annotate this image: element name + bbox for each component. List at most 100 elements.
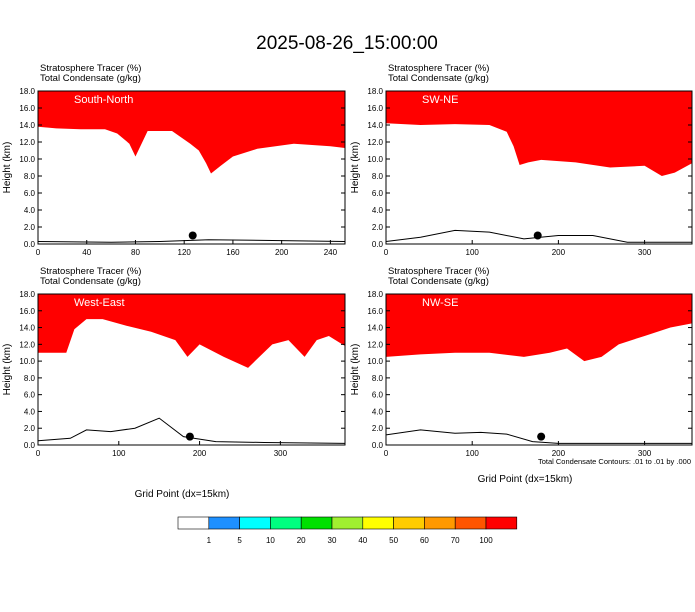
colorbar-swatch-5 (331, 516, 364, 530)
plot-area (38, 91, 345, 244)
panel-title: SW-NE (422, 94, 458, 106)
y-tick-label: 12.0 (19, 138, 35, 147)
y-tick-label: 18.0 (367, 290, 383, 299)
plot-frame (37, 293, 346, 446)
panel-title: South-North (74, 94, 133, 106)
y-tick-label: 8.0 (372, 172, 384, 181)
x-tick-label: 0 (36, 248, 41, 257)
terrain-line (38, 417, 345, 444)
x-tick-label: 120 (178, 248, 192, 257)
tracer-label: Stratosphere Tracer (%) (388, 266, 489, 277)
location-marker (533, 231, 542, 240)
y-tick-label: 14.0 (367, 324, 383, 333)
y-tick-label: 4.0 (372, 407, 384, 416)
tracer-label: Stratosphere Tracer (%) (40, 63, 141, 74)
colorbar-swatch-4 (300, 516, 333, 530)
y-tick-label: 0.0 (24, 240, 36, 249)
y-tick-label: 10.0 (367, 357, 383, 366)
colorbar-label: 5 (237, 536, 242, 545)
y-tick-label: 16.0 (19, 307, 35, 316)
y-tick-label: 0.0 (24, 441, 36, 450)
y-tick-label: 6.0 (24, 189, 36, 198)
x-tick-label: 0 (36, 449, 41, 458)
y-tick-label: 2.0 (24, 424, 36, 433)
colorbar-label: 10 (266, 536, 275, 545)
terrain-line (386, 429, 692, 444)
colorbar-swatch-2 (239, 516, 271, 530)
y-tick-label: 2.0 (372, 424, 384, 433)
y-tick-label: 10.0 (19, 155, 35, 164)
x-tick-label: 100 (466, 248, 480, 257)
x-axis-label-right: Grid Point (dx=15km) (478, 474, 573, 485)
colorbar-label: 20 (297, 536, 306, 545)
colorbar-label: 60 (420, 536, 429, 545)
colorbar-swatch-7 (393, 516, 425, 530)
x-tick-label: 200 (193, 449, 207, 458)
tracer-band-0 (38, 294, 345, 368)
location-marker (185, 432, 194, 441)
x-tick-label: 200 (552, 248, 566, 257)
x-tick-label: 300 (638, 248, 652, 257)
condensate-label: Total Condensate (g/kg) (40, 73, 141, 84)
plot-area (386, 294, 692, 445)
tracer-band-0 (386, 294, 692, 362)
plot-frame (385, 293, 693, 446)
panels: 0.0 2.0 4.0 6.0 8.0 10.0 12.0 14.0 16.0 18.0 0 40 80… (2, 63, 693, 458)
x-tick-label: 160 (226, 248, 240, 257)
colorbar-swatch-9 (454, 516, 487, 530)
panel-0: 0.0 2.0 4.0 6.0 8.0 10.0 12.0 14.0 16.0 18.0 0 40 80… (2, 63, 346, 257)
y-tick-label: 0.0 (372, 441, 384, 450)
colorbar: 1 5 10 20 30 40 50 60 70 100 (177, 516, 518, 545)
x-tick-label: 80 (131, 248, 140, 257)
plot-frame (385, 90, 693, 245)
y-tick-label: 10.0 (367, 155, 383, 164)
y-tick-label: 4.0 (24, 407, 36, 416)
x-tick-label: 240 (324, 248, 338, 257)
y-tick-label: 8.0 (24, 172, 36, 181)
colorbar-swatch-10 (485, 516, 518, 530)
y-tick-label: 12.0 (367, 340, 383, 349)
y-axis-label: Height (km) (2, 142, 13, 194)
tracer-label: Stratosphere Tracer (%) (388, 63, 489, 74)
panel-3: 0.0 2.0 4.0 6.0 8.0 10.0 12.0 14.0 16.0 18.0 0 100 2… (350, 266, 693, 458)
colorbar-label: 50 (389, 536, 398, 545)
plot-frame (37, 90, 346, 245)
x-tick-label: 100 (466, 449, 480, 458)
x-tick-label: 0 (384, 449, 389, 458)
panel-title: West-East (74, 297, 125, 309)
colorbar-swatch-3 (270, 516, 302, 530)
contour-footnote: Total Condensate Contours: .01 to .01 by… (538, 457, 691, 466)
tracer-band-0 (38, 91, 345, 174)
y-tick-label: 12.0 (19, 340, 35, 349)
x-tick-label: 200 (552, 449, 566, 458)
y-tick-label: 6.0 (24, 391, 36, 400)
x-tick-label: 0 (384, 248, 389, 257)
x-tick-label: 300 (274, 449, 288, 458)
condensate-label: Total Condensate (g/kg) (388, 73, 489, 84)
colorbar-label: 1 (207, 536, 212, 545)
y-tick-label: 16.0 (367, 104, 383, 113)
x-tick-label: 100 (112, 449, 126, 458)
colorbar-swatch-1 (208, 516, 240, 530)
terrain-line (386, 229, 692, 243)
y-tick-label: 4.0 (24, 206, 36, 215)
y-tick-label: 6.0 (372, 189, 384, 198)
colorbar-label: 40 (358, 536, 367, 545)
y-tick-label: 14.0 (19, 121, 35, 130)
y-tick-label: 6.0 (372, 391, 384, 400)
location-marker (537, 432, 546, 441)
condensate-label: Total Condensate (g/kg) (388, 276, 489, 287)
y-tick-label: 18.0 (367, 87, 383, 96)
y-tick-label: 12.0 (367, 138, 383, 147)
colorbar-label: 30 (328, 536, 337, 545)
y-tick-label: 18.0 (19, 290, 35, 299)
tracer-label: Stratosphere Tracer (%) (40, 266, 141, 277)
location-marker (188, 231, 197, 240)
tracer-band-0 (386, 91, 692, 176)
colorbar-label: 100 (479, 536, 493, 545)
colorbar-swatch-8 (424, 516, 456, 530)
y-tick-label: 16.0 (367, 307, 383, 316)
panel-2: 0.0 2.0 4.0 6.0 8.0 10.0 12.0 14.0 16.0 18.0 0 100 2… (2, 266, 346, 458)
panel-1: 0.0 2.0 4.0 6.0 8.0 10.0 12.0 14.0 16.0 18.0 0 100 2… (350, 63, 693, 257)
